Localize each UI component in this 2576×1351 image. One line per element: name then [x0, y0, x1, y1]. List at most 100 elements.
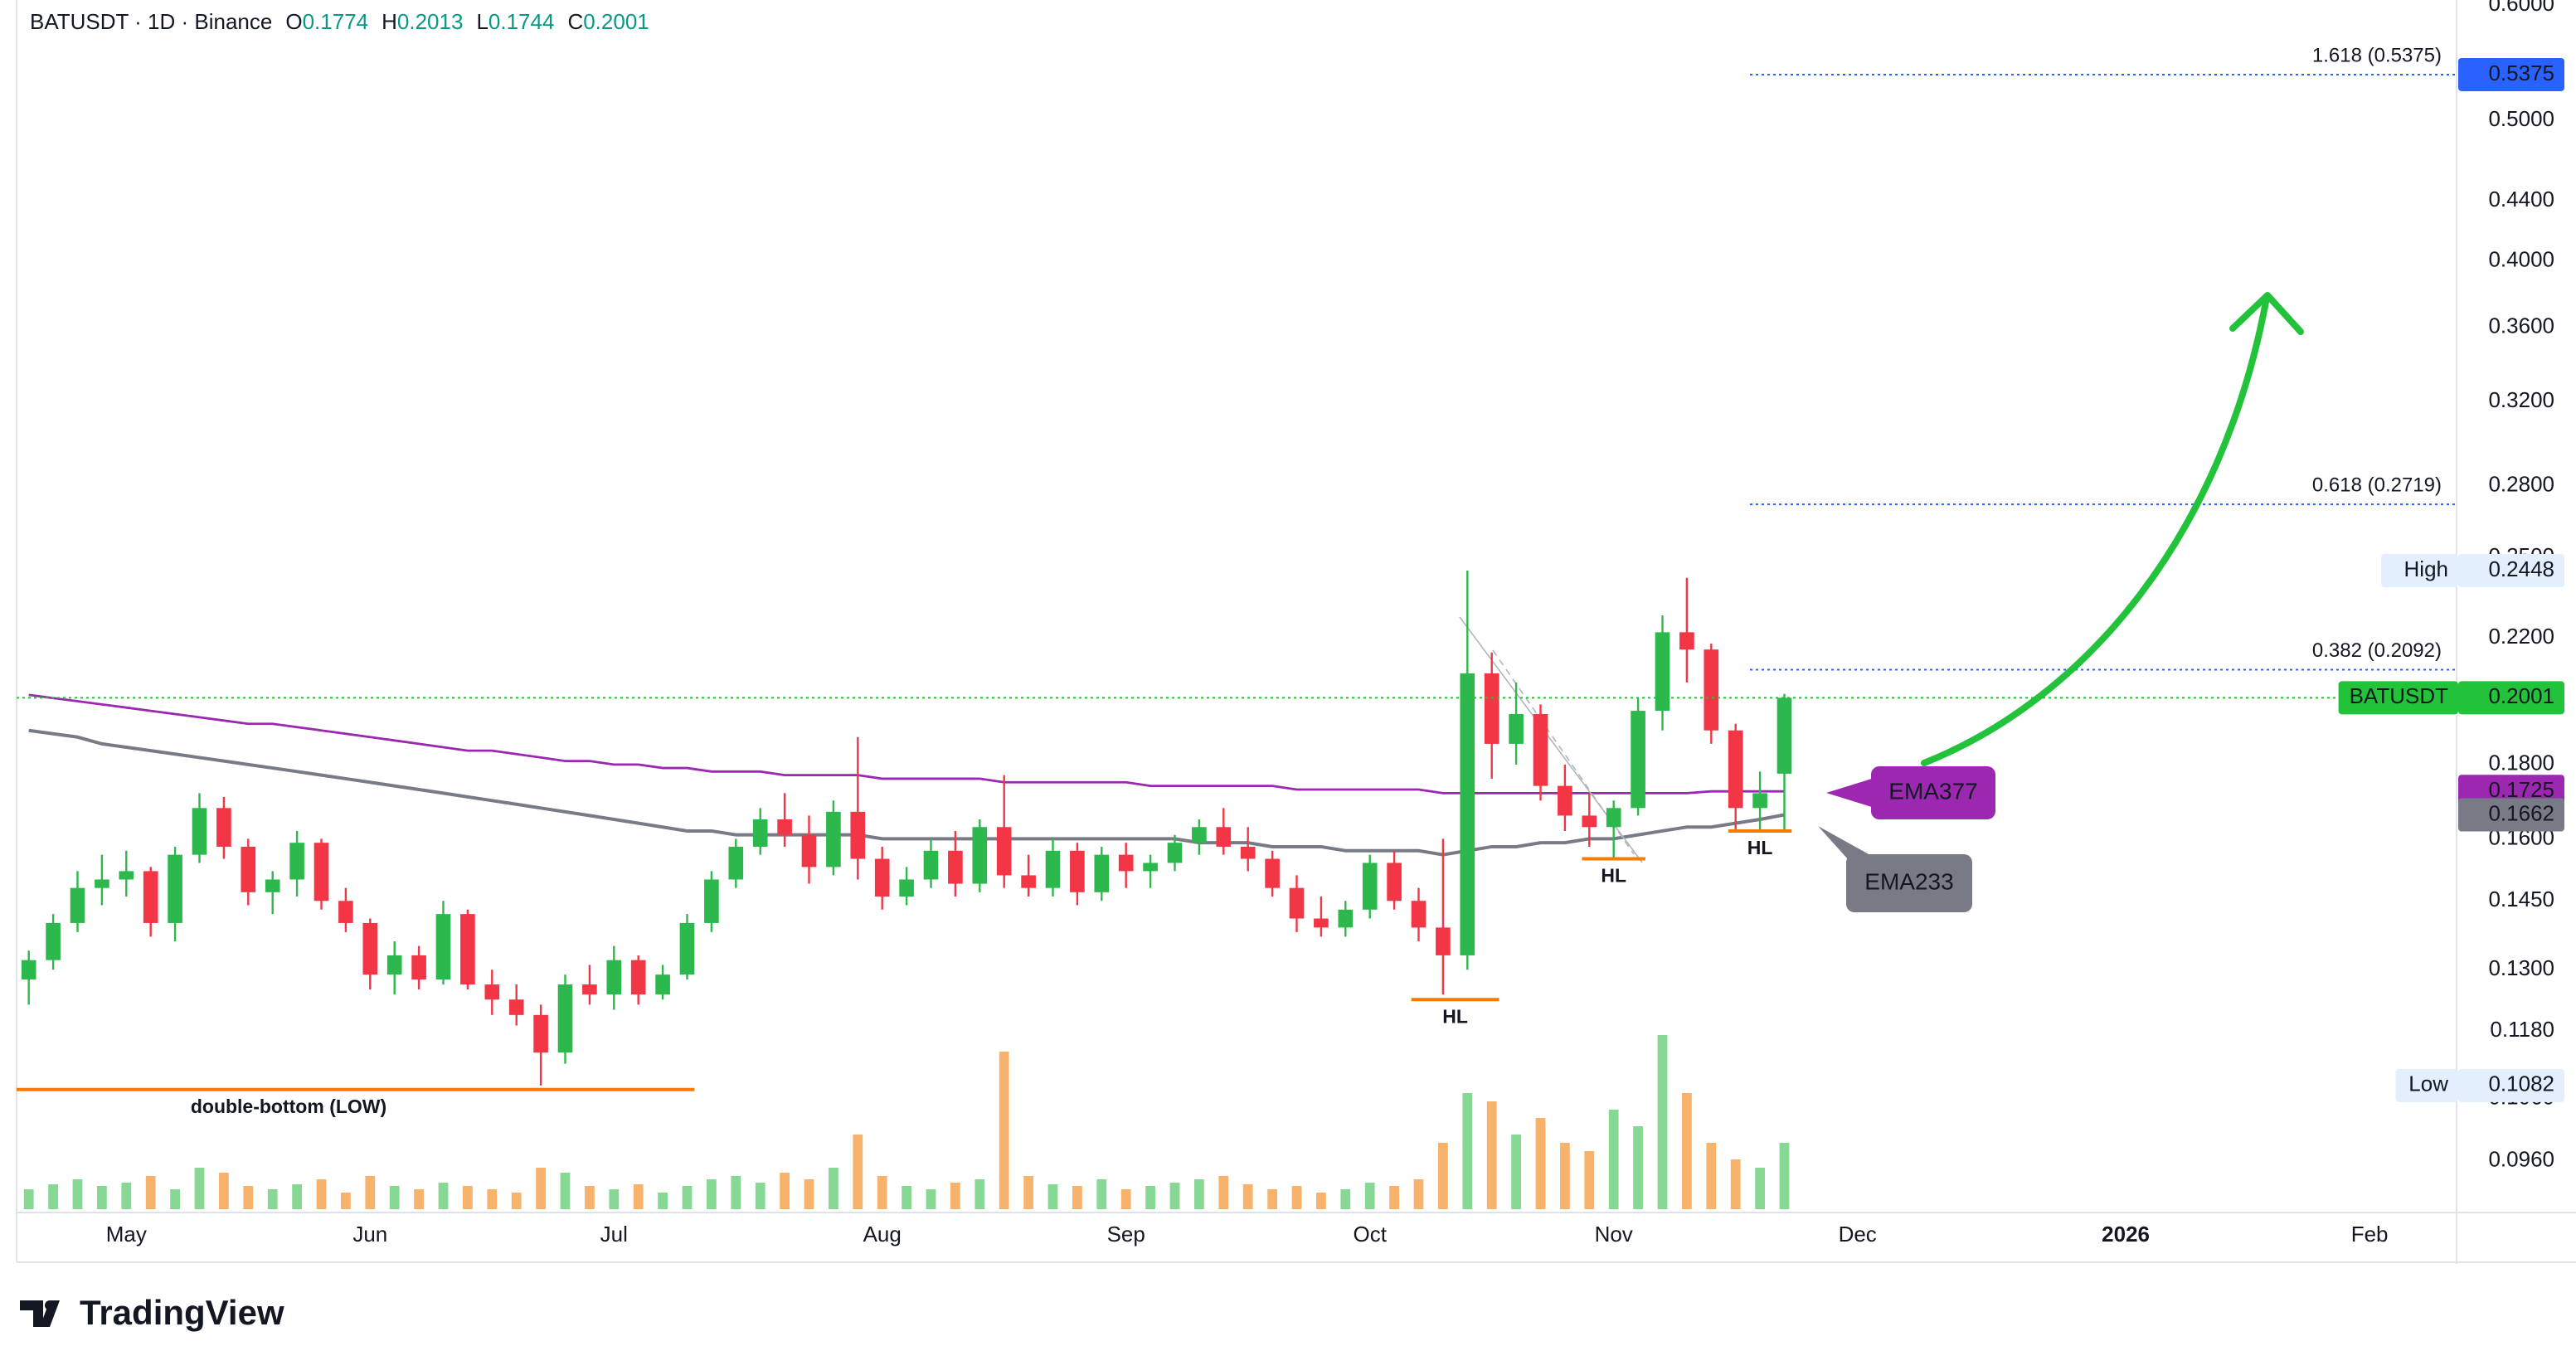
- volume-bar: [804, 1179, 814, 1209]
- volume-bar: [999, 1052, 1009, 1209]
- volume-bar: [755, 1183, 766, 1209]
- volume-bar: [1340, 1189, 1351, 1209]
- volume-bar: [1242, 1184, 1253, 1209]
- candle-body: [460, 914, 475, 985]
- volume-bar: [926, 1189, 936, 1209]
- volume-bar: [170, 1189, 180, 1209]
- candle-body: [582, 984, 597, 995]
- candle-body: [1192, 827, 1207, 843]
- volume-bar: [1096, 1179, 1107, 1209]
- candle-body: [1070, 850, 1085, 892]
- candle-body: [630, 960, 646, 995]
- volume-bar: [487, 1189, 498, 1209]
- volume-bar: [585, 1186, 595, 1209]
- volume-bar: [1633, 1126, 1643, 1209]
- volume-bar: [536, 1168, 546, 1209]
- candle-body: [241, 846, 256, 892]
- volume-bar: [219, 1173, 229, 1209]
- callout-box: [1871, 766, 1995, 819]
- volume-bar: [1072, 1186, 1082, 1209]
- volume-bar: [1486, 1101, 1497, 1209]
- candle-body: [1021, 875, 1036, 888]
- x-tick-label: Jul: [600, 1222, 628, 1247]
- y-tick-label: 0.2200: [2488, 624, 2554, 649]
- y-tick-label: 0.4400: [2488, 187, 2554, 211]
- candle-body: [95, 879, 109, 888]
- candle-body: [655, 974, 670, 995]
- x-tick-label: Jun: [352, 1222, 387, 1247]
- candle-body: [119, 871, 134, 880]
- candle-body: [1338, 909, 1354, 928]
- volume-bar: [682, 1186, 693, 1209]
- volume-bar: [1462, 1093, 1473, 1209]
- candle-body: [1265, 858, 1280, 888]
- volume-bar: [731, 1176, 741, 1209]
- fib-label: 0.618 (0.2719): [2312, 474, 2442, 497]
- volume-bar: [707, 1179, 717, 1209]
- candle-body: [1704, 649, 1719, 731]
- volume-bar: [1560, 1143, 1570, 1209]
- volume-bar: [316, 1179, 327, 1209]
- y-tick-label: 0.2800: [2488, 472, 2554, 497]
- candle-body: [46, 922, 61, 960]
- volume-layer: [23, 1035, 1790, 1209]
- ohlc-key: H: [382, 9, 397, 34]
- volume-bar: [658, 1193, 668, 1209]
- candle-body: [996, 827, 1012, 876]
- candle-body: [1045, 850, 1061, 888]
- volume-bar: [1389, 1186, 1399, 1209]
- candle-body: [923, 850, 939, 880]
- volume-bar: [145, 1176, 156, 1209]
- price-badge-name: High: [2404, 556, 2448, 581]
- candle-body: [752, 819, 768, 847]
- price-badge: [2458, 681, 2564, 715]
- candle-body: [679, 922, 695, 975]
- symbol: BATUSDT · 1D · Binance: [30, 9, 272, 34]
- candle-body: [850, 811, 866, 859]
- volume-bar: [1755, 1168, 1765, 1209]
- ohlc-key: L: [476, 9, 488, 34]
- candle-body: [826, 811, 841, 867]
- x-tick-label: Nov: [1595, 1222, 1633, 1247]
- y-tick-label: 0.1450: [2488, 887, 2554, 911]
- ohlc-key: O: [285, 9, 302, 34]
- volume-bar: [1218, 1176, 1229, 1209]
- volume-bar: [853, 1135, 863, 1209]
- y-tick-label: 0.5000: [2488, 106, 2554, 131]
- y-tick-label: 0.6000: [2488, 0, 2554, 16]
- y-tick-label: 0.1180: [2490, 1017, 2554, 1042]
- volume-bar: [1413, 1179, 1424, 1209]
- callout-pointer: [1826, 778, 1874, 808]
- price-badge-value: 0.5375: [2488, 61, 2554, 85]
- volume-bar: [1535, 1118, 1546, 1209]
- y-tick-label: 0.4000: [2488, 247, 2554, 272]
- volume-bar: [1779, 1143, 1790, 1209]
- candle-body: [216, 808, 231, 847]
- candle-body: [143, 871, 158, 923]
- x-tick-label: Dec: [1839, 1222, 1877, 1247]
- candle-body: [289, 843, 304, 880]
- candle-body: [899, 879, 914, 897]
- ohlc-value: 0.2013: [397, 9, 464, 34]
- volume-bar: [1145, 1186, 1155, 1209]
- price-badge-name: BATUSDT: [2350, 683, 2449, 708]
- candle-body: [1216, 827, 1232, 847]
- fib-label: 1.618 (0.5375): [2312, 44, 2442, 66]
- ohlc-value: 0.2001: [583, 9, 649, 34]
- candle-body: [801, 834, 817, 867]
- volume-bar: [389, 1186, 400, 1209]
- level-label: HL: [1442, 1005, 1468, 1027]
- volume-bar: [1291, 1186, 1302, 1209]
- volume-bar: [1438, 1143, 1448, 1209]
- level-label: HL: [1601, 865, 1626, 887]
- candle-body: [484, 984, 500, 1000]
- candle-body: [1509, 713, 1524, 744]
- price-badge-value: 0.1725: [2488, 777, 2554, 802]
- candle-body: [1655, 632, 1670, 712]
- candle-body: [1289, 887, 1305, 919]
- volume-bar: [463, 1186, 473, 1209]
- candle-body: [1094, 854, 1110, 892]
- brand-logo: TradingView: [20, 1293, 284, 1332]
- ohlc-key: C: [567, 9, 583, 34]
